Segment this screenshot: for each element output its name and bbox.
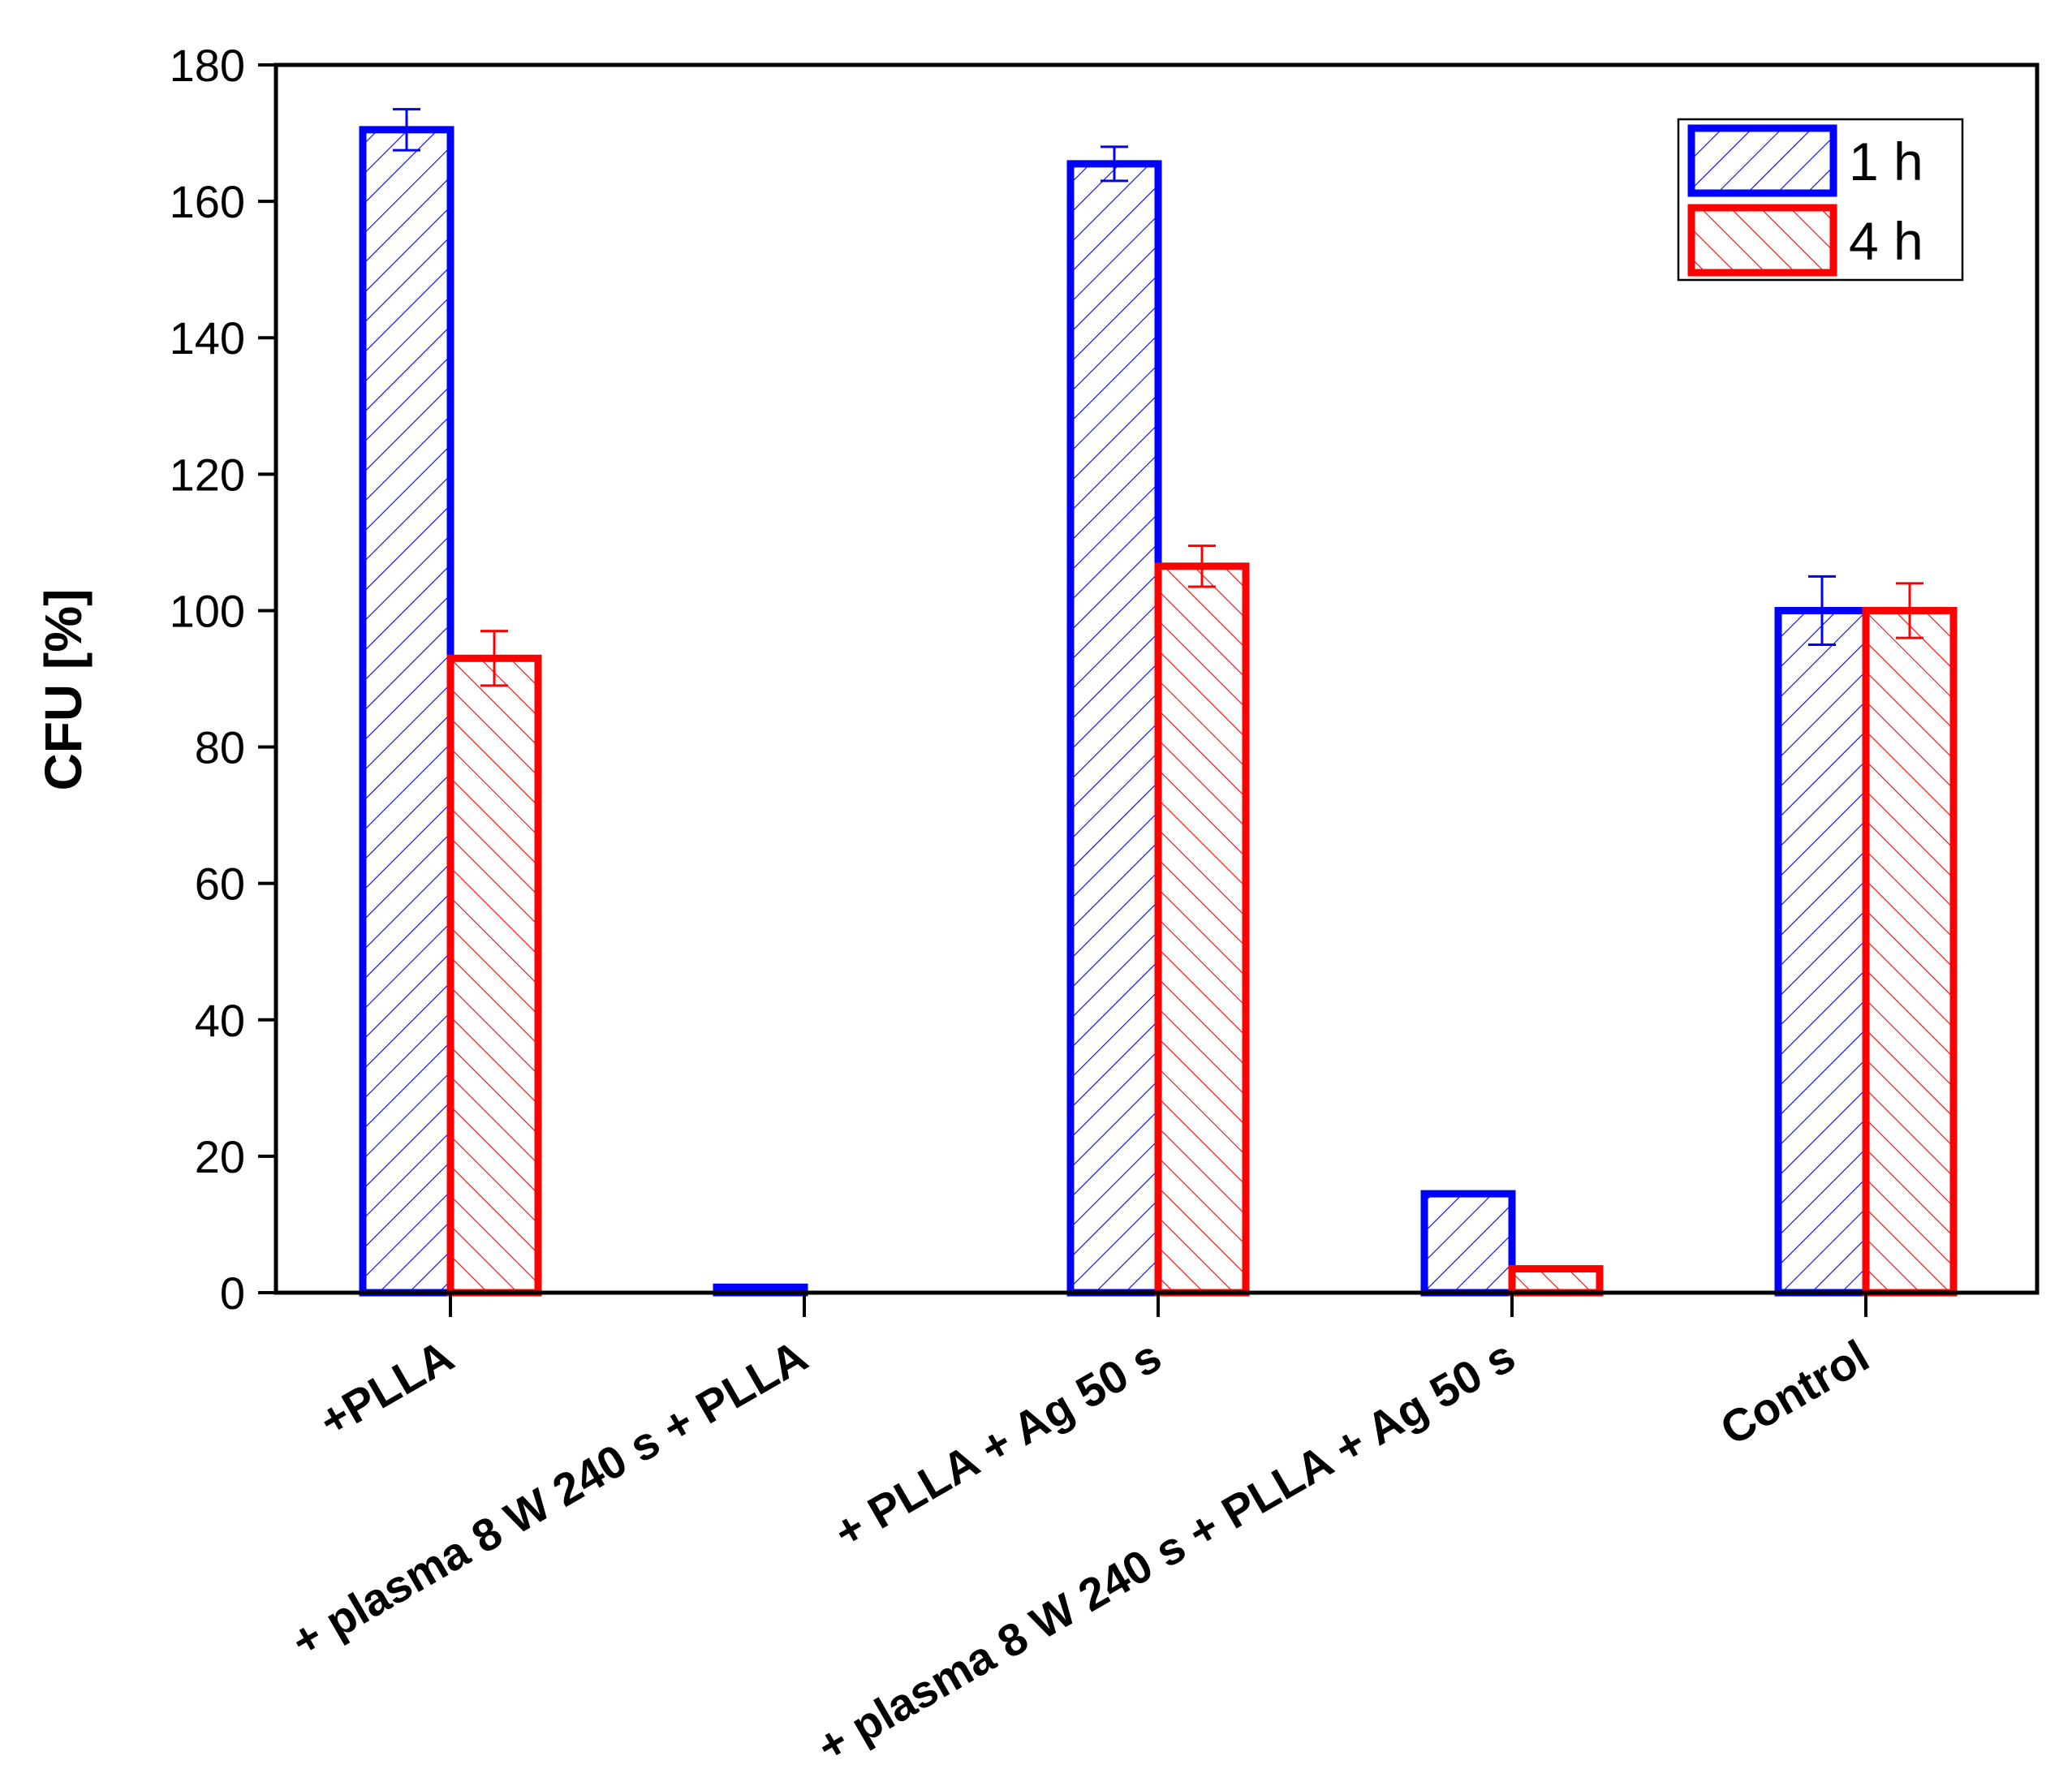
y-tick-label: 140 <box>170 312 245 364</box>
y-axis: 0 20 40 60 80 100 120 140 160 180 <box>170 40 276 1319</box>
x-tick-label: Control <box>1712 1330 1877 1455</box>
x-tick-label: + plasma 8 W 240 s + PLLA + Ag 50 s <box>808 1330 1523 1772</box>
y-tick-label: 60 <box>195 859 245 910</box>
bar-1h-2 <box>1066 160 1162 1297</box>
y-tick-label: 0 <box>220 1268 245 1319</box>
error-bar-1h-2 <box>1101 145 1128 183</box>
bar-4h-2 <box>1154 562 1250 1297</box>
bar-4h-3 <box>1508 1265 1604 1297</box>
y-tick-label: 80 <box>195 722 245 773</box>
bar-1h-3 <box>1420 1190 1516 1297</box>
error-bar-4h-0 <box>480 630 508 687</box>
y-tick-label: 160 <box>170 176 245 227</box>
y-tick-label: 100 <box>170 585 245 636</box>
y-tick-label: 120 <box>170 449 245 500</box>
y-tick-label: 180 <box>170 40 245 91</box>
x-tick-label: + PLLA + Ag 50 s <box>825 1330 1170 1558</box>
error-bar-4h-4 <box>1896 582 1923 639</box>
legend-label-4h: 4 h <box>1849 211 1923 271</box>
legend-swatch-1h <box>1687 124 1837 197</box>
legend-swatch-4h <box>1687 204 1837 277</box>
x-tick-label: +PLLA <box>311 1330 462 1447</box>
bar-1h-0 <box>359 126 454 1297</box>
legend: 1 h 4 h <box>1677 118 1964 282</box>
y-axis-title: CFU [%] <box>34 589 93 791</box>
x-axis: +PLLA+ plasma 8 W 240 s + PLLA + PLLA + A… <box>282 1293 1877 1772</box>
error-bar-4h-2 <box>1188 544 1216 588</box>
y-tick-label: 40 <box>195 995 245 1046</box>
error-bar-1h-4 <box>1808 575 1836 646</box>
bar-4h-0 <box>446 654 542 1297</box>
marks-layer <box>359 108 1958 1297</box>
bar-1h-4 <box>1774 606 1870 1297</box>
y-tick-label: 20 <box>195 1131 245 1182</box>
legend-label-1h: 1 h <box>1849 131 1923 192</box>
error-bar-1h-0 <box>393 108 420 152</box>
bar-4h-4 <box>1862 606 1958 1297</box>
